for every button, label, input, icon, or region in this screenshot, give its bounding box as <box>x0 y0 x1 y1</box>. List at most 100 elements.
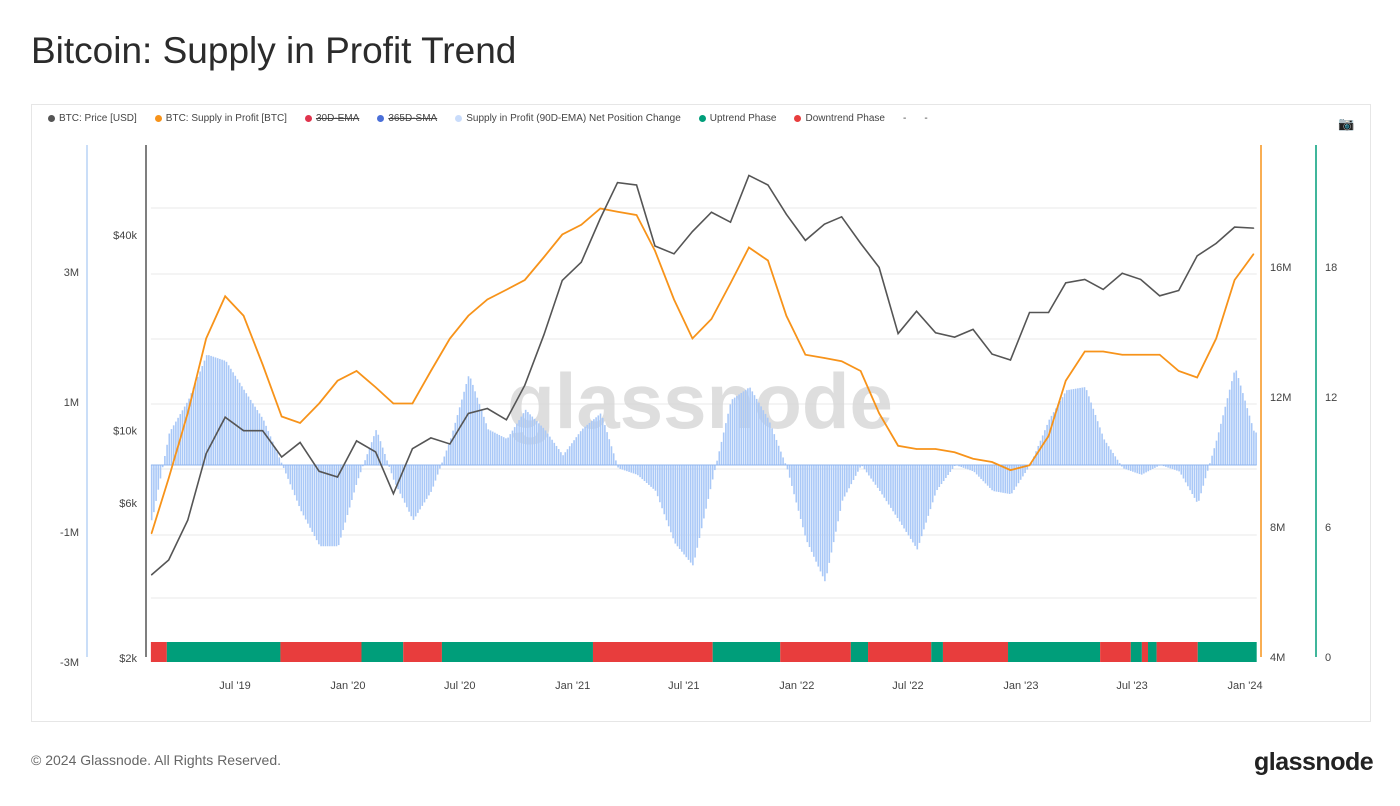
net-position-bar <box>747 388 749 465</box>
net-position-bar <box>485 423 487 465</box>
supply-in-profit-line-point <box>860 370 862 372</box>
net-position-bar <box>168 433 171 465</box>
net-position-bar <box>307 465 309 524</box>
net-position-bar <box>1244 400 1246 465</box>
net-position-bar <box>738 394 740 465</box>
btc-price-line-point <box>991 353 993 355</box>
btc-price-line-point <box>1159 295 1161 297</box>
net-position-bar <box>315 465 318 541</box>
btc-price-line-point <box>599 217 601 219</box>
net-position-bar <box>557 449 560 465</box>
net-position-bar <box>221 359 223 465</box>
phase-segment-downtrend <box>403 642 442 662</box>
net-position-bar <box>190 393 193 465</box>
net-position-bar <box>289 465 292 485</box>
net-position-bar <box>1101 433 1103 465</box>
net-position-bar <box>854 465 857 476</box>
net-position-bar <box>938 465 941 488</box>
net-position-bar <box>947 465 949 476</box>
net-position-bar <box>1041 435 1044 465</box>
btc-price-line-point <box>915 310 918 312</box>
net-position-bar <box>595 417 597 465</box>
btc-price-line-point <box>1215 242 1217 244</box>
net-position-bar <box>934 465 936 496</box>
supply-in-profit-line-point <box>318 402 320 405</box>
legend-item[interactable]: 365D-SMA <box>377 113 437 124</box>
net-position-bar <box>969 465 971 471</box>
net-position-bar <box>201 366 204 465</box>
supply-in-profit-line-point <box>748 246 750 249</box>
net-position-bar <box>395 465 397 485</box>
net-position-bar <box>808 465 811 548</box>
net-position-bar <box>1068 389 1070 465</box>
net-position-bar <box>474 391 476 465</box>
net-position-bar <box>199 371 201 465</box>
net-position-bar <box>1176 465 1178 471</box>
net-position-bar <box>577 434 580 465</box>
net-position-bar <box>1127 465 1130 471</box>
net-position-bar <box>159 465 162 479</box>
net-position-bar <box>606 432 608 465</box>
phase-segment-downtrend <box>150 642 167 662</box>
camera-icon[interactable]: 📷 <box>1338 116 1355 131</box>
supply-in-profit-line-point <box>355 370 358 372</box>
net-position-bar <box>560 452 562 465</box>
net-position-bar <box>529 414 531 465</box>
glassnode-logo[interactable]: glassnode <box>1254 748 1374 776</box>
net-position-bar <box>835 465 837 532</box>
net-position-bar <box>1162 465 1165 467</box>
net-position-bar <box>698 465 701 538</box>
phase-segment-downtrend <box>1156 642 1198 662</box>
legend-item[interactable]: Supply in Profit (90D-EMA) Net Position … <box>455 113 681 124</box>
net-position-bar <box>1055 408 1057 465</box>
net-position-bar <box>186 402 188 465</box>
net-position-bar <box>960 465 963 468</box>
net-position-bar <box>507 437 509 465</box>
net-position-bar <box>890 465 892 508</box>
legend-item[interactable]: - <box>903 113 906 124</box>
net-position-bar <box>150 465 153 521</box>
net-position-bar <box>1248 415 1251 465</box>
net-position-bar <box>806 465 809 543</box>
legend-item[interactable]: BTC: Price [USD] <box>48 113 137 124</box>
supply-in-profit-line-point <box>804 354 807 356</box>
net-position-bar <box>1008 465 1011 494</box>
net-position-bar <box>879 465 881 491</box>
supply-in-profit-line-point <box>972 458 974 460</box>
net-tick-label: 1M <box>64 397 79 409</box>
net-position-bar <box>285 465 287 474</box>
legend-item[interactable]: BTC: Supply in Profit [BTC] <box>154 113 287 124</box>
net-position-bar <box>274 446 276 465</box>
watermark: glassnode <box>507 357 893 445</box>
net-position-bar <box>804 465 806 536</box>
net-position-bar <box>238 382 241 465</box>
net-position-bar <box>304 465 307 520</box>
net-position-bar <box>799 465 802 519</box>
net-position-bar <box>401 465 404 499</box>
legend-marker <box>794 115 802 122</box>
net-position-bar <box>722 432 725 465</box>
net-position-bar <box>309 465 311 528</box>
net-position-bar <box>621 465 624 470</box>
net-position-bar <box>810 465 813 552</box>
supply-in-profit-line-point <box>915 448 918 450</box>
net-position-bar <box>252 403 254 465</box>
net-position-bar <box>619 465 622 469</box>
net-position-bar <box>375 430 377 465</box>
supply-in-profit-line-point <box>878 412 880 414</box>
legend-item[interactable]: 30D-EMA <box>304 113 359 124</box>
net-position-bar <box>1235 370 1238 465</box>
net-position-bar <box>232 372 234 465</box>
legend-marker <box>455 115 463 122</box>
net-position-bar <box>263 420 265 465</box>
legend-item[interactable]: Downtrend Phase <box>794 113 885 124</box>
net-position-bar <box>1178 465 1180 472</box>
supply-in-profit-line-point <box>375 386 377 388</box>
net-position-bar <box>1052 412 1055 465</box>
phase-segment-downtrend <box>942 642 1009 662</box>
phase-segment-uptrend <box>712 642 781 662</box>
net-position-bar <box>320 465 322 547</box>
legend-item[interactable]: Uptrend Phase <box>698 113 776 124</box>
legend-item[interactable]: - <box>924 113 927 124</box>
net-position-bar <box>1182 465 1185 479</box>
